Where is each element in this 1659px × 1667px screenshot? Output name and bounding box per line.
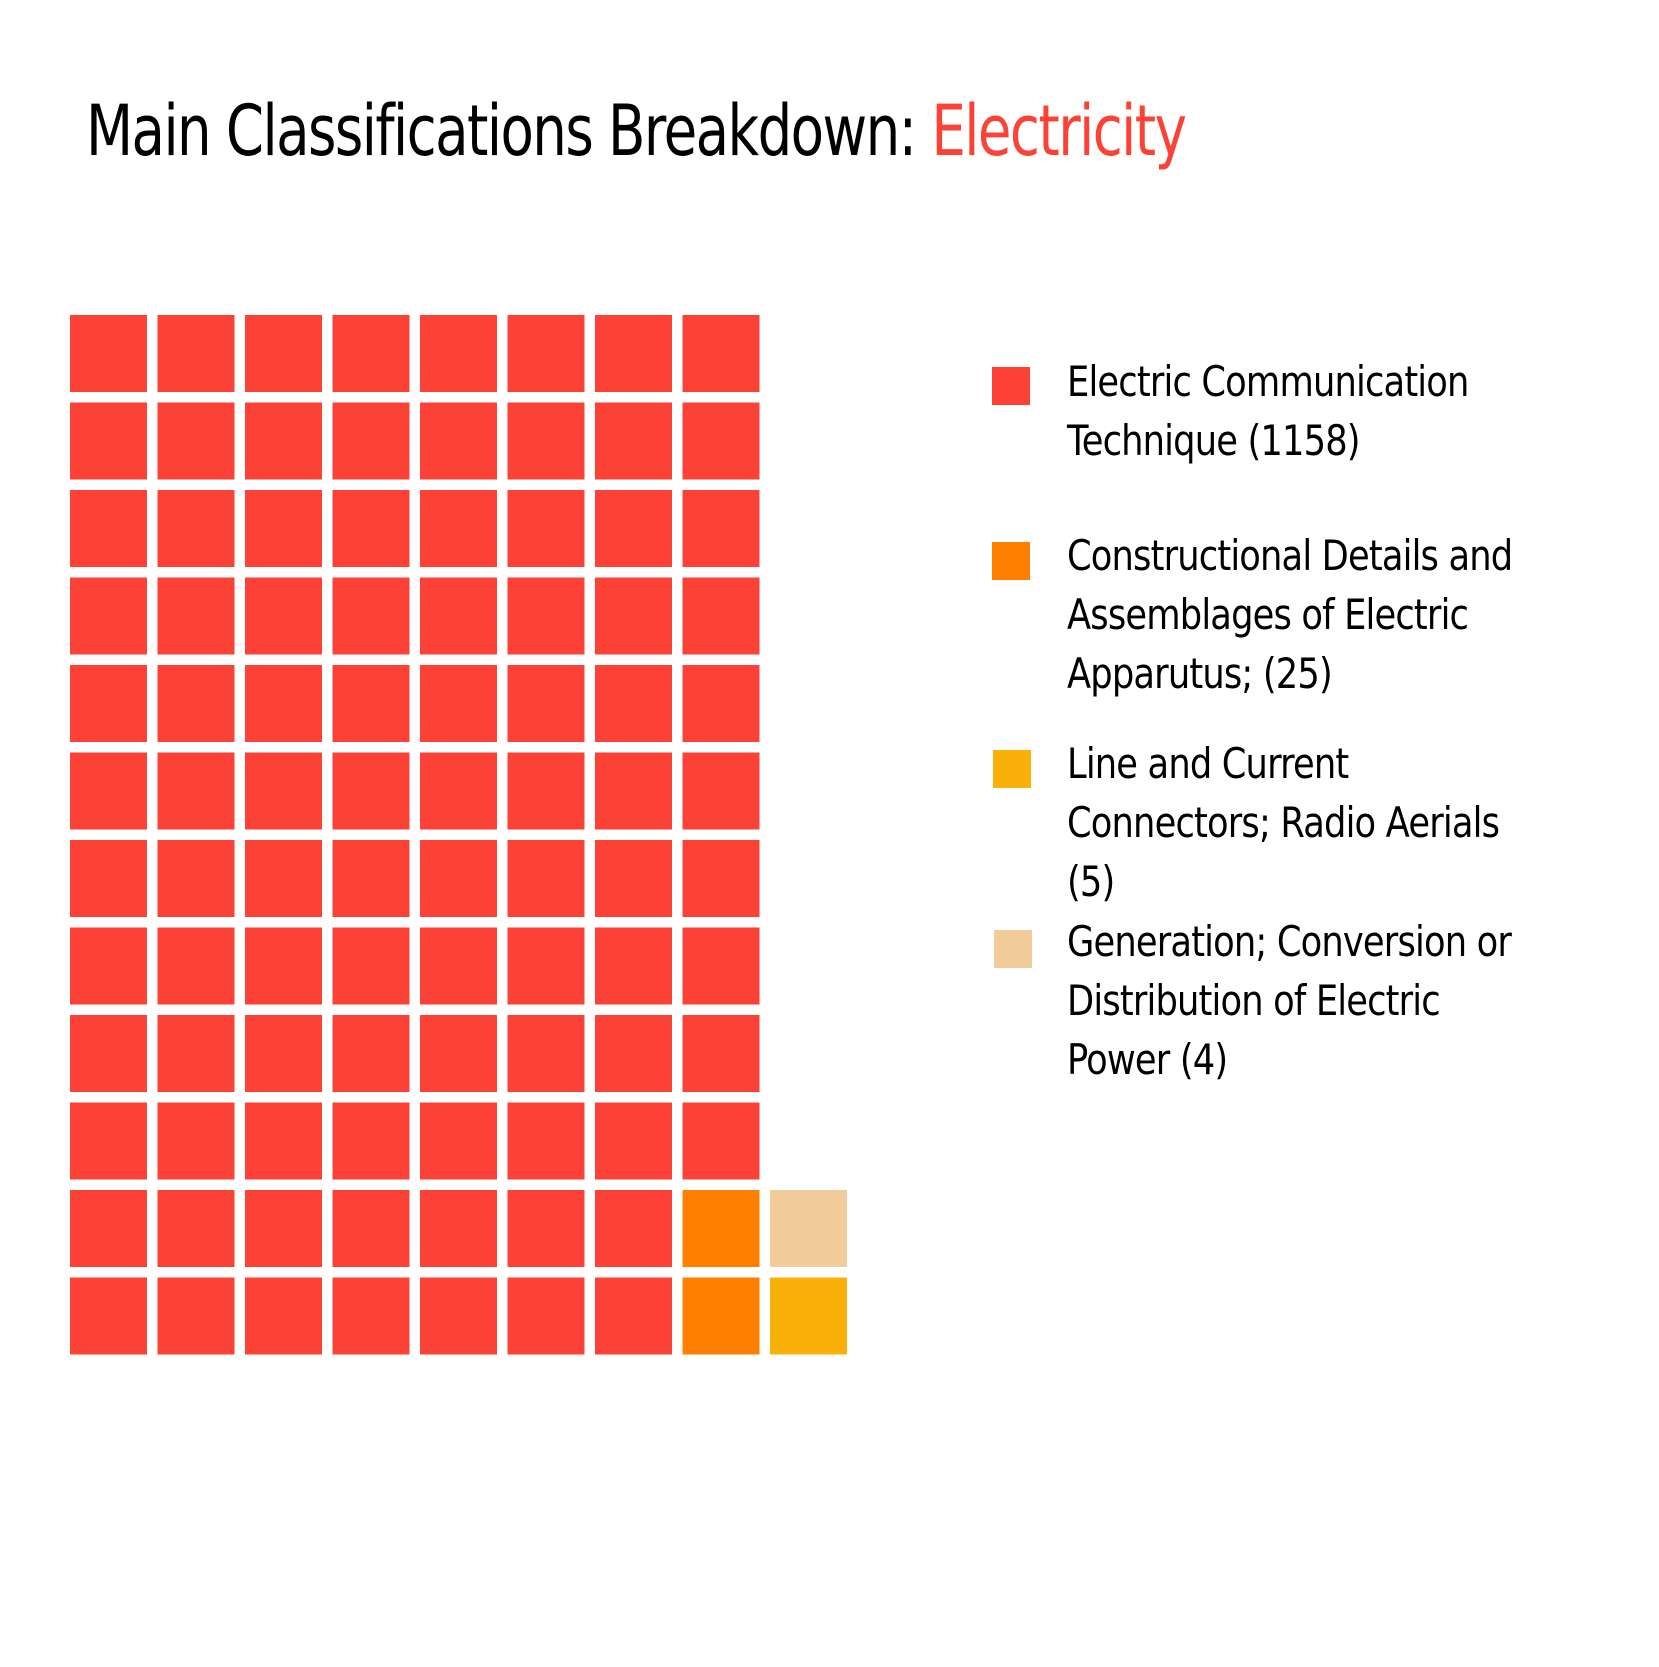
waffle-cell-series-0 <box>683 1015 760 1092</box>
waffle-cell-series-0 <box>683 928 760 1005</box>
legend-item-generation: Generation; Conversion or Distribution o… <box>0 912 1659 922</box>
waffle-cell-series-0 <box>245 1190 322 1267</box>
chart-title-highlight: Electricity <box>931 90 1185 172</box>
waffle-cell-series-0 <box>508 1190 585 1267</box>
waffle-cell-series-0 <box>158 1015 235 1092</box>
legend-label-generation: Generation; Conversion or Distribution o… <box>1067 912 1521 1089</box>
waffle-cell-series-0 <box>158 928 235 1005</box>
waffle-cell-series-0 <box>70 1015 147 1092</box>
waffle-cell-series-0 <box>333 665 410 742</box>
waffle-cell-series-0 <box>333 753 410 830</box>
waffle-cell-series-0 <box>158 840 235 917</box>
waffle-cell-series-0 <box>420 665 497 742</box>
legend-item-constructional: Constructional Details and Assemblages o… <box>0 526 1659 536</box>
waffle-cell-series-0 <box>595 403 672 480</box>
waffle-cell-series-0 <box>420 928 497 1005</box>
legend-swatch-constructional <box>992 542 1030 580</box>
waffle-cell-series-0 <box>333 403 410 480</box>
waffle-cell-series-0 <box>245 840 322 917</box>
waffle-cell-series-0 <box>245 1015 322 1092</box>
waffle-cell-series-0 <box>70 928 147 1005</box>
waffle-cell-series-0 <box>420 1278 497 1355</box>
waffle-cell-series-0 <box>508 1278 585 1355</box>
waffle-cell-series-0 <box>508 665 585 742</box>
waffle-cell-series-0 <box>508 1103 585 1180</box>
waffle-cell-series-0 <box>508 1015 585 1092</box>
waffle-cell-series-0 <box>245 578 322 655</box>
waffle-cell-series-0 <box>508 840 585 917</box>
waffle-cell-series-0 <box>158 1103 235 1180</box>
waffle-cell-series-0 <box>333 1015 410 1092</box>
waffle-cell-series-0 <box>158 753 235 830</box>
waffle-cell-series-0 <box>595 1190 672 1267</box>
waffle-cell-series-0 <box>683 753 760 830</box>
waffle-cell-series-0 <box>420 578 497 655</box>
waffle-cell-series-0 <box>508 928 585 1005</box>
waffle-cell-series-0 <box>70 840 147 917</box>
waffle-cell-series-0 <box>70 1190 147 1267</box>
waffle-cell-series-0 <box>245 753 322 830</box>
waffle-cell-series-0 <box>70 578 147 655</box>
waffle-cell-series-0 <box>420 1015 497 1092</box>
waffle-cell-series-0 <box>420 840 497 917</box>
waffle-cell-series-0 <box>158 403 235 480</box>
waffle-cell-series-0 <box>683 840 760 917</box>
waffle-cell-series-0 <box>333 928 410 1005</box>
waffle-cell-series-0 <box>333 578 410 655</box>
waffle-cell-series-0 <box>70 1278 147 1355</box>
legend-swatch-generation <box>994 930 1032 968</box>
waffle-cell-series-0 <box>595 1015 672 1092</box>
waffle-cell-series-0 <box>595 578 672 655</box>
legend-item-connectors: Line and Current Connectors; Radio Aeria… <box>0 734 1659 744</box>
waffle-cell-series-0 <box>595 928 672 1005</box>
legend-label-communication: Electric Communication Technique (1158) <box>1067 352 1521 470</box>
chart-title-main: Main Classifications Breakdown: <box>86 90 931 172</box>
waffle-cell-series-0 <box>245 928 322 1005</box>
waffle-cell-series-0 <box>70 753 147 830</box>
waffle-cell-series-0 <box>70 403 147 480</box>
waffle-cell-series-0 <box>508 753 585 830</box>
waffle-cell-series-0 <box>420 1103 497 1180</box>
waffle-cell-series-0 <box>70 1103 147 1180</box>
legend-swatch-connectors <box>993 750 1031 788</box>
waffle-cell-series-0 <box>245 665 322 742</box>
waffle-cell-series-0 <box>683 578 760 655</box>
waffle-cell-series-0 <box>245 403 322 480</box>
waffle-cell-series-0 <box>158 1278 235 1355</box>
waffle-cell-series-2 <box>770 1278 847 1355</box>
waffle-cell-series-0 <box>333 840 410 917</box>
waffle-cell-series-0 <box>420 1190 497 1267</box>
chart-title: Main Classifications Breakdown: Electric… <box>86 96 1185 166</box>
waffle-cell-series-0 <box>158 1190 235 1267</box>
waffle-cell-series-0 <box>333 1278 410 1355</box>
waffle-cell-series-0 <box>595 665 672 742</box>
waffle-cell-series-0 <box>158 578 235 655</box>
waffle-cell-series-0 <box>333 1103 410 1180</box>
waffle-cell-series-1 <box>683 1278 760 1355</box>
waffle-cell-series-0 <box>245 1103 322 1180</box>
waffle-cell-series-1 <box>683 1190 760 1267</box>
waffle-cell-series-0 <box>595 1103 672 1180</box>
legend-swatch-communication <box>992 367 1030 405</box>
waffle-cell-series-0 <box>70 665 147 742</box>
waffle-cell-series-0 <box>420 403 497 480</box>
waffle-cell-series-0 <box>683 1103 760 1180</box>
waffle-cell-series-0 <box>595 753 672 830</box>
waffle-cell-series-0 <box>333 1190 410 1267</box>
waffle-cell-series-0 <box>595 840 672 917</box>
waffle-cell-series-0 <box>245 1278 322 1355</box>
waffle-cell-series-0 <box>508 403 585 480</box>
legend-label-constructional: Constructional Details and Assemblages o… <box>1067 526 1521 703</box>
waffle-cell-series-0 <box>683 403 760 480</box>
waffle-cell-series-0 <box>420 753 497 830</box>
legend-item-communication: Electric Communication Technique (1158) <box>0 352 1659 362</box>
legend-label-connectors: Line and Current Connectors; Radio Aeria… <box>1067 734 1521 911</box>
waffle-cell-series-0 <box>683 665 760 742</box>
waffle-cell-series-0 <box>158 665 235 742</box>
waffle-cell-series-0 <box>508 578 585 655</box>
waffle-cell-series-3 <box>770 1190 847 1267</box>
waffle-cell-series-0 <box>595 1278 672 1355</box>
